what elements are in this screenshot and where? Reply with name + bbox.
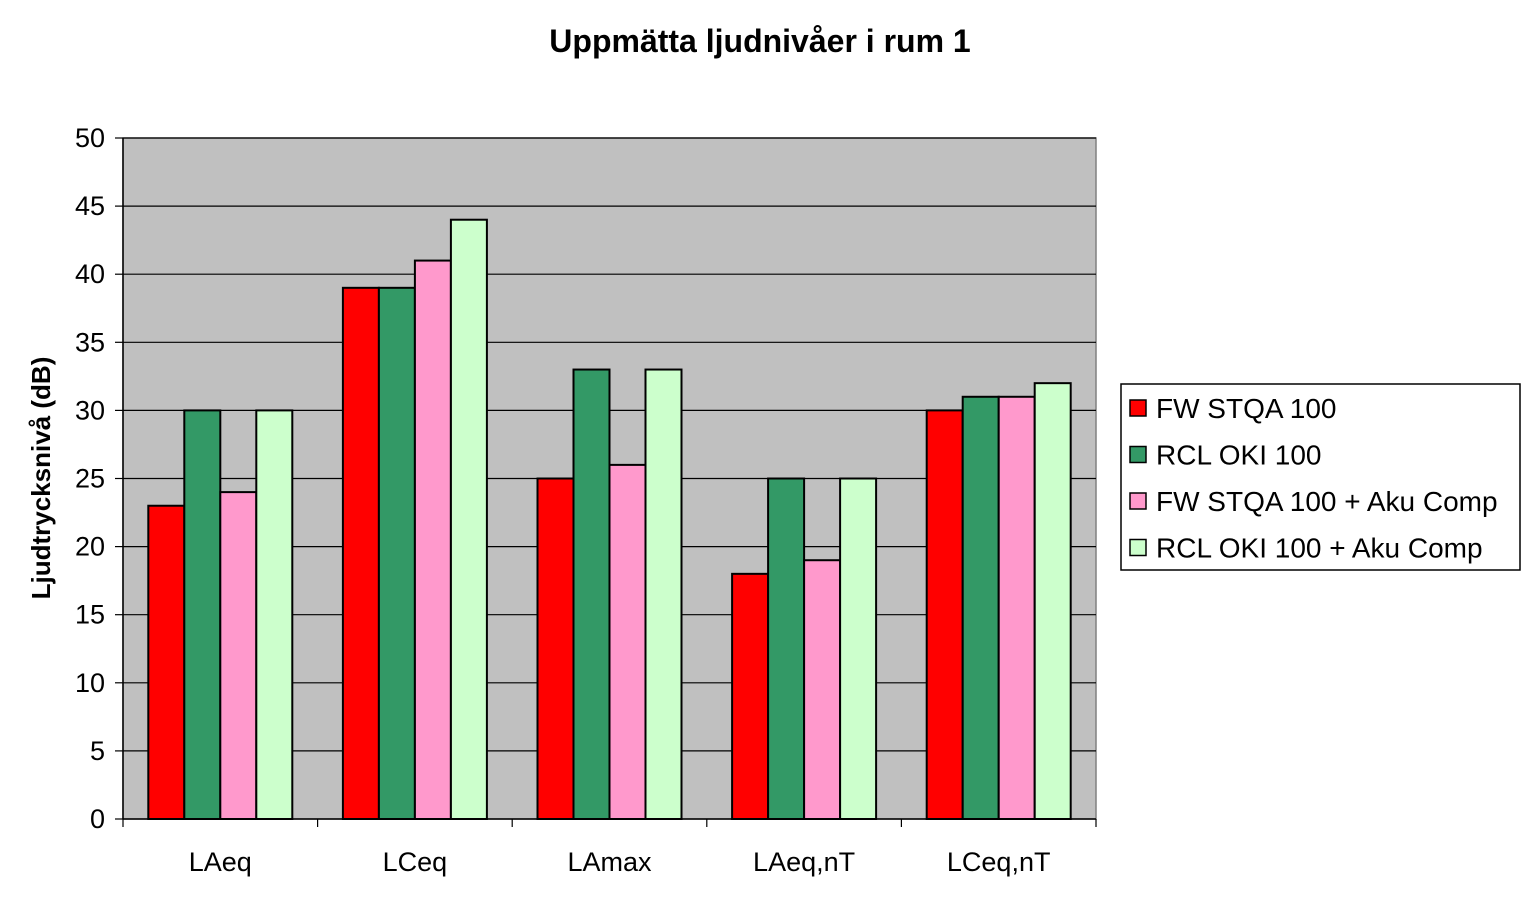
x-category-label: LCeq,nT [947,847,1051,877]
bar [1033,382,1072,820]
y-tick-label: 45 [75,191,105,221]
y-tick-label: 10 [75,668,105,698]
y-axis-label: Ljudtrycksnivå (dB) [26,357,56,600]
bar [377,286,416,820]
bar [147,504,186,820]
bar [961,395,1000,820]
legend-swatch [1129,445,1147,464]
bar [572,368,611,820]
legend-swatch [1129,538,1147,557]
bar [767,477,806,820]
y-tick-label: 25 [75,464,105,494]
y-tick-label: 30 [75,395,105,425]
bar [219,491,258,820]
bar [731,572,770,821]
legend-label: FW STQA 100 + Aku Comp [1156,486,1498,517]
legend: FW STQA 100 RCL OKI 100 FW STQA 100 + Aku … [1120,383,1521,571]
bar [839,477,878,820]
y-tick-label: 0 [90,804,105,834]
bar [413,259,452,820]
bar [644,368,683,820]
y-tick-label: 40 [75,259,105,289]
legend-swatch [1129,492,1147,510]
bar [608,463,647,820]
chart-title: Uppmätta ljudnivåer i rum 1 [549,23,970,59]
bar [925,409,964,820]
legend-label: RCL OKI 100 [1156,440,1321,471]
y-tick-label: 15 [75,600,105,630]
legend-label: RCL OKI 100 + Aku Comp [1156,533,1483,564]
bar [341,286,380,820]
bar [449,218,488,821]
bar [803,559,842,820]
y-tick-label: 50 [75,123,105,153]
x-category-label: LAeq,nT [753,847,855,877]
y-tick-label: 5 [90,736,105,766]
plot-area: 0 5 10 15 20 25 30 35 40 45 50 LAeq LCeq LAmax LAeq,nT… [75,123,1097,877]
bar [997,395,1036,820]
legend-swatch [1129,399,1147,417]
x-category-label: LAmax [567,847,652,877]
x-category-label: LCeq [383,847,448,877]
x-category-label: LAeq [189,847,252,877]
y-tick-label: 20 [75,532,105,562]
bar [536,477,575,820]
y-tick-label: 35 [75,327,105,357]
legend-label: FW STQA 100 [1156,393,1337,424]
bar [255,409,294,820]
legend-box [1120,383,1521,571]
bar [183,409,222,820]
